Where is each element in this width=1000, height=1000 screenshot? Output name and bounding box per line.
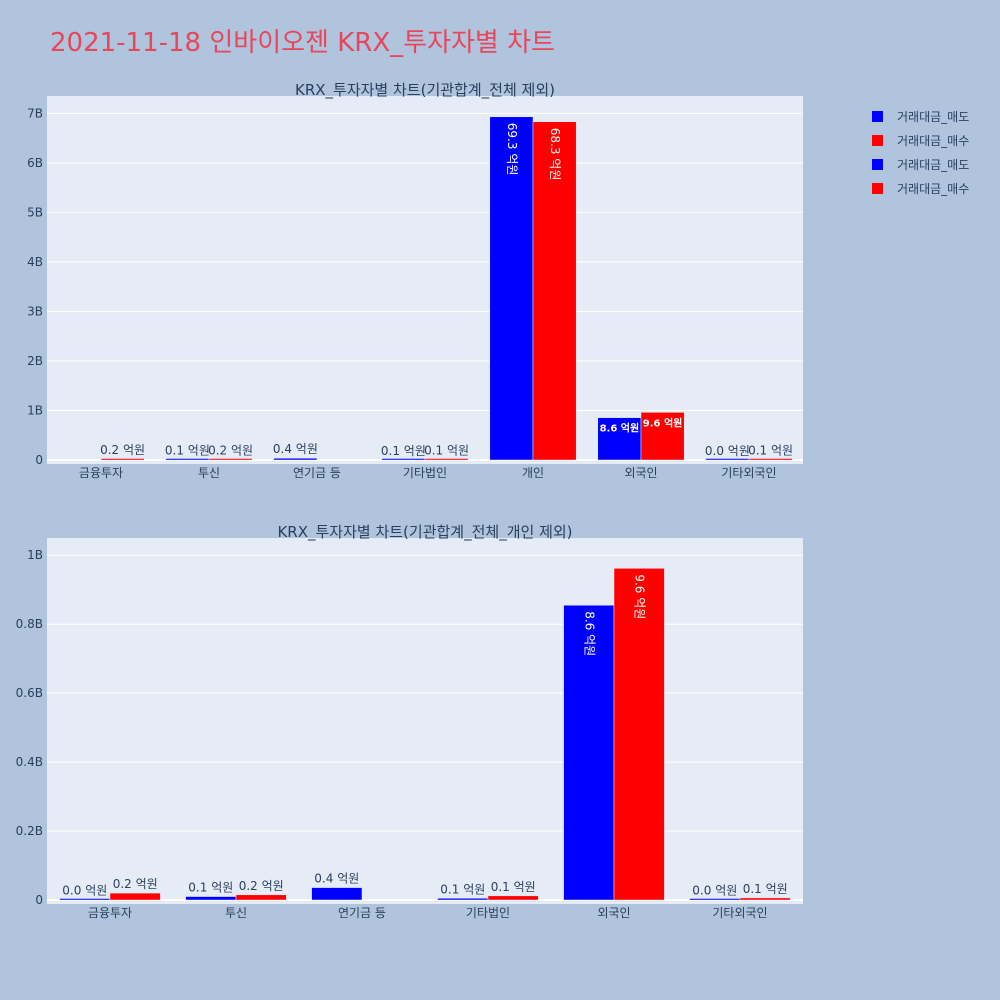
legend-swatch [872, 110, 883, 122]
x-tick-label: 투신 [225, 906, 247, 920]
bar-buy [748, 458, 793, 461]
data-label: 8.6 억원 [582, 611, 596, 656]
x-tick-label: 금융투자 [79, 466, 123, 480]
data-label: 0.0 억원 [62, 884, 107, 898]
y-tick-label: 7B [27, 106, 43, 120]
x-tick-label: 투신 [198, 466, 220, 480]
bar-buy [100, 458, 145, 461]
legend-swatch [872, 182, 883, 194]
data-label: 0.2 억원 [113, 877, 158, 891]
bar-sell [381, 458, 426, 461]
data-label: 69.3 억원 [505, 123, 519, 176]
page-title: 2021-11-18 인바이오젠 KRX_투자자별 차트 [50, 28, 555, 58]
data-label: 0.4 억원 [314, 872, 359, 886]
y-tick-label: 4B [27, 255, 43, 269]
data-label: 9.6 억원 [643, 416, 683, 429]
x-tick-label: 기타외국인 [721, 466, 776, 480]
chart-panel-2: KRX_투자자별 차트(기관합계_전체_개인 제외) 0 0.2B 0.4B 0.6B 0… [16, 523, 803, 920]
bar-sell [273, 457, 318, 461]
legend-label: 거래대금_매도 [897, 109, 970, 124]
y-tick-label: 0 [35, 453, 43, 467]
y-tick-label: 0.4B [16, 755, 43, 769]
bar-sell [489, 116, 534, 461]
data-label: 0.1 억원 [381, 444, 426, 458]
bar-buy [640, 412, 685, 461]
bar-buy [487, 895, 539, 901]
plot-area [47, 538, 803, 904]
bar-sell [165, 458, 210, 461]
y-tick-label: 2B [27, 354, 43, 368]
data-label: 68.3 억원 [548, 128, 562, 181]
legend-label: 거래대금_매수 [897, 181, 970, 196]
data-label: 0.1 억원 [188, 881, 233, 895]
bar-buy [109, 892, 161, 901]
legend[interactable]: 거래대금_매도 거래대금_매수 거래대금_매도 거래대금_매수 [872, 104, 969, 200]
bar-sell [597, 417, 642, 461]
bar-sell [59, 898, 111, 901]
x-tick-label: 기타법인 [403, 466, 447, 480]
chart-title: KRX_투자자별 차트(기관합계_전체_개인 제외) [277, 523, 572, 542]
data-label: 0.1 억원 [440, 882, 485, 896]
bar-buy [532, 121, 577, 461]
y-tick-label: 0.8B [16, 617, 43, 631]
bar-sell [437, 898, 489, 901]
legend-item[interactable]: 거래대금_매도 [872, 104, 969, 128]
y-tick-label: 0.6B [16, 686, 43, 700]
legend-label: 거래대금_매수 [897, 133, 970, 148]
legend-label: 거래대금_매도 [897, 157, 970, 172]
x-tick-label: 기타외국인 [712, 906, 767, 920]
x-tick-label: 연기금 등 [338, 906, 386, 920]
data-label: 0.1 억원 [424, 443, 469, 457]
bar-buy [613, 568, 665, 901]
data-label: 0.1 억원 [165, 444, 210, 458]
data-label: 0.4 억원 [273, 442, 318, 456]
legend-item[interactable]: 거래대금_매수 [872, 176, 969, 200]
legend-swatch [872, 134, 883, 146]
y-tick-label: 6B [27, 156, 43, 170]
bar-buy [739, 897, 791, 901]
chart-title: KRX_투자자별 차트(기관합계_전체 제외) [295, 81, 555, 100]
bar-sell [705, 458, 750, 461]
bar-sell [185, 896, 237, 901]
legend-item[interactable]: 거래대금_매수 [872, 128, 969, 152]
x-tick-label: 외국인 [624, 466, 657, 480]
data-label: 0.0 억원 [692, 883, 737, 897]
data-label: 0.1 억원 [748, 444, 793, 458]
bar-buy [208, 458, 253, 461]
x-tick-label: 연기금 등 [293, 466, 341, 480]
bar-sell [311, 887, 363, 901]
data-label: 0.0 억원 [705, 444, 750, 458]
y-tick-label: 0 [35, 893, 43, 907]
bar-sell [689, 898, 741, 901]
y-tick-label: 3B [27, 304, 43, 318]
legend-item[interactable]: 거래대금_매도 [872, 152, 969, 176]
y-tick-label: 1B [27, 403, 43, 417]
chart-panel-1: KRX_투자자별 차트(기관합계_전체 제외) 0 1B 2B 3B 4B 5B 6B 7B 금융… [27, 81, 803, 480]
y-tick-label: 1B [27, 548, 43, 562]
data-label: 0.2 억원 [239, 879, 284, 893]
bar-buy [424, 458, 469, 461]
x-tick-label: 기타법인 [466, 906, 510, 920]
x-tick-label: 금융투자 [88, 906, 132, 920]
data-label: 9.6 억원 [633, 574, 647, 619]
data-label: 0.2 억원 [208, 443, 253, 457]
y-tick-label: 5B [27, 205, 43, 219]
x-tick-label: 개인 [522, 466, 544, 480]
bar-buy [235, 894, 287, 901]
data-label: 0.1 억원 [491, 880, 536, 894]
data-label: 0.2 억원 [100, 443, 145, 457]
y-tick-label: 0.2B [16, 824, 43, 838]
data-label: 8.6 억원 [600, 422, 640, 435]
legend-swatch [872, 158, 883, 170]
plot-area [47, 96, 803, 464]
x-tick-label: 외국인 [597, 906, 630, 920]
data-label: 0.1 억원 [743, 882, 788, 896]
